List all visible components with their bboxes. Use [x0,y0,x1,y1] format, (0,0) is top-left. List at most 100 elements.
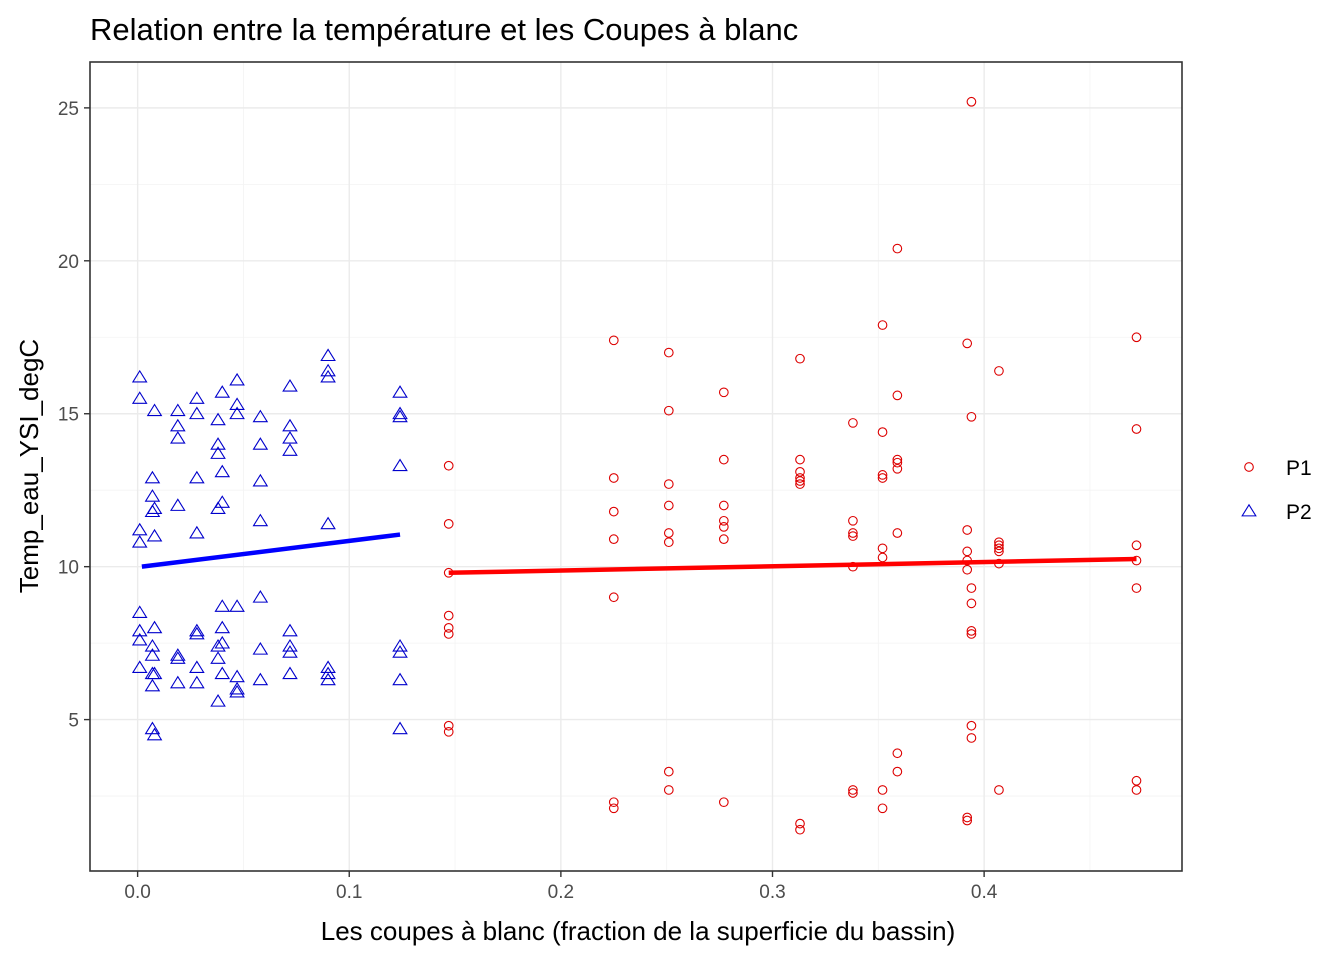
x-tick-label: 0.4 [971,882,998,903]
point-p1 [663,785,674,795]
point-p1 [1131,583,1142,593]
point-p2 [282,418,298,432]
point-p2 [131,369,148,383]
legend-key-p1 [1244,462,1254,472]
point-p2 [144,666,161,680]
point-p2 [320,369,336,383]
data-points [131,96,1142,835]
point-p1 [608,534,619,544]
point-p1 [848,788,858,798]
point-p1 [962,812,973,823]
y-axis-ticks: 5 10 15 20 25 [58,99,90,732]
point-p1 [994,543,1004,554]
point-p2 [210,437,226,450]
point-p2 [229,406,245,420]
point-p1 [966,583,977,593]
point-p1 [718,515,729,526]
point-p1 [892,748,903,759]
point-p1 [966,626,977,636]
point-p2 [146,666,163,680]
point-p1 [718,534,729,544]
point-p1 [892,390,903,401]
point-p2 [144,678,161,692]
point-p2 [170,675,186,689]
point-p2 [210,651,226,664]
point-p1 [848,418,858,428]
point-p2 [252,672,269,686]
point-p1 [966,720,977,731]
point-p2 [282,638,298,652]
legend: P1 P2 [1241,457,1312,524]
point-p1 [892,528,903,538]
point-p2 [146,501,163,514]
point-p2 [210,412,226,426]
point-p1 [962,338,973,349]
point-p2 [282,378,298,392]
point-p1 [966,598,977,609]
point-p1 [877,543,888,554]
point-p2 [144,470,161,484]
point-p2 [189,623,205,637]
point-p2 [252,590,269,603]
point-p1 [848,531,858,541]
point-p1 [1131,332,1142,343]
point-p2 [170,430,186,444]
y-tick-label: 15 [58,405,79,426]
point-p1 [443,629,454,639]
point-p2 [252,437,269,450]
point-p1 [443,460,454,471]
point-p2 [189,406,205,420]
point-p2 [282,645,298,658]
point-p1 [663,537,674,548]
point-p2 [144,648,161,661]
chart-title: Relation entre la température et les Cou… [90,12,798,47]
point-p1 [663,500,674,511]
point-p2 [320,666,336,680]
point-p1 [608,506,619,517]
fit-lines [141,532,1137,576]
point-p2 [189,470,205,484]
point-p2 [146,620,163,634]
point-p2 [214,599,231,612]
point-p1 [962,815,973,826]
x-tick-label: 0.3 [759,882,785,903]
point-p2 [210,446,226,459]
y-tick-label: 20 [58,252,79,273]
point-p2 [392,385,408,398]
point-p1 [892,454,903,465]
point-p2 [189,675,205,689]
point-p1 [892,463,903,474]
point-p1 [962,564,973,575]
point-p1 [962,525,973,535]
point-p2 [144,638,161,652]
point-p1 [795,479,805,489]
point-p2 [210,694,226,707]
point-p2 [282,430,298,444]
point-p1 [877,803,888,814]
point-p1 [795,473,805,483]
point-p2 [189,391,205,404]
point-p2 [282,666,298,680]
point-p2 [210,638,226,652]
point-p1 [443,720,454,731]
x-tick-label: 0.2 [548,882,574,903]
point-p1 [877,427,888,437]
point-p2 [170,498,186,511]
point-p2 [189,660,205,674]
point-p1 [848,528,858,538]
point-p1 [966,629,977,639]
point-p1 [1131,775,1142,786]
point-p2 [392,645,408,658]
point-p2 [210,501,226,514]
point-p2 [320,348,336,362]
point-p1 [1131,785,1142,795]
point-p2 [392,721,408,735]
point-p1 [663,528,674,538]
x-axis-title: Les coupes à blanc (fraction de la super… [321,916,955,946]
legend-label-p2: P2 [1286,501,1312,524]
point-p2 [229,599,245,612]
point-p2 [131,660,148,674]
point-p2 [144,721,161,735]
point-p1 [795,454,805,465]
point-p1 [962,546,973,557]
